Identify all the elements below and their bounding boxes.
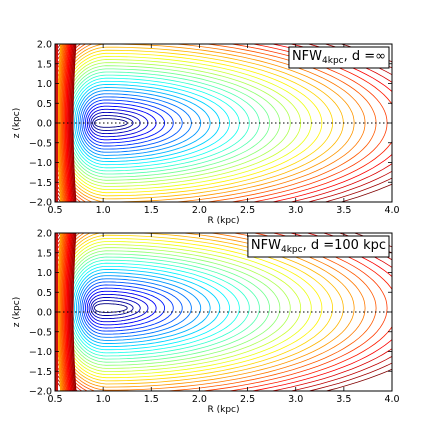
x-tick-label: 2.5	[240, 394, 255, 405]
contour-level	[60, 44, 65, 202]
contour-level	[55, 234, 334, 382]
y-tick-label: 0.0	[37, 119, 52, 130]
contour-level	[72, 233, 77, 391]
contour-level	[65, 68, 271, 178]
contour-level	[61, 233, 67, 391]
x-tick-label: 3.5	[336, 394, 351, 405]
legend: NFW4kpc, d =100 kpc	[247, 235, 390, 258]
contour-level	[75, 87, 211, 159]
contour-level	[56, 52, 323, 194]
contour-level	[81, 96, 183, 150]
y-tick-label: 0.0	[37, 308, 52, 319]
contour-level	[61, 247, 291, 369]
contour-level	[57, 241, 312, 376]
top-contour-panel: 0.5 1.0 1.5 2.0 2.5 3.0 3.5 4.0 2.0 1.5 1.0 0.5 0.0 −…	[12, 40, 400, 227]
contour-level	[64, 44, 69, 202]
x-axis-label: R (kpc)	[207, 216, 239, 226]
x-tick-label: 0.5	[47, 394, 62, 405]
x-tick-label: 2.0	[192, 394, 207, 405]
contour-level	[55, 49, 334, 197]
x-tick-label: 1.0	[96, 205, 111, 216]
contour-level	[60, 233, 65, 391]
legend: NFW4kpc, d =∞	[288, 46, 390, 69]
y-tick-label: −1.5	[29, 367, 52, 378]
y-tick-label: 1.0	[37, 268, 52, 279]
contour-level	[70, 262, 240, 354]
contour-level	[59, 59, 302, 187]
contour-level	[64, 233, 69, 391]
contour-level	[59, 244, 302, 372]
contour-level	[72, 80, 230, 166]
contour-level	[68, 44, 73, 202]
contour-level	[77, 90, 202, 156]
contour-level	[83, 99, 174, 147]
x-tick-label: 1.5	[144, 394, 159, 405]
x-tick-label: 2.5	[240, 205, 255, 216]
contour-level	[65, 44, 70, 202]
contour-level	[72, 265, 230, 351]
contour-level	[61, 44, 67, 202]
contour-level	[88, 293, 149, 323]
contour-level	[65, 233, 70, 391]
y-tick-label: 0.5	[37, 288, 52, 299]
y-axis-label: z (kpc)	[12, 297, 22, 327]
x-tick-label: 3.5	[336, 205, 351, 216]
x-tick-label: 1.5	[144, 205, 159, 216]
contour-level	[72, 44, 77, 202]
contour-level	[79, 278, 192, 338]
y-tick-label: −0.5	[29, 138, 52, 149]
y-tick-label: −1.0	[29, 158, 52, 169]
y-tick-label: 1.5	[37, 248, 52, 259]
x-tick-label: 3.0	[288, 394, 303, 405]
contour-level	[92, 115, 134, 131]
y-tick-label: 2.0	[37, 229, 52, 240]
contour-level	[68, 233, 73, 391]
contour-plot-area	[55, 44, 392, 202]
y-tick-label: 2.0	[37, 40, 52, 51]
y-tick-label: −1.0	[29, 347, 52, 358]
x-tick-label: 3.0	[288, 205, 303, 216]
y-tick-label: 1.5	[37, 59, 52, 70]
contour-level	[86, 290, 157, 326]
contour-level	[61, 62, 291, 184]
contour-level	[63, 250, 281, 366]
contour-level	[94, 303, 128, 313]
y-tick-label: −1.5	[29, 178, 52, 189]
x-tick-label: 0.5	[47, 205, 62, 216]
legend-box	[247, 235, 390, 258]
x-tick-label: 1.0	[96, 394, 111, 405]
y-tick-label: 0.5	[37, 99, 52, 110]
contour-level	[69, 44, 75, 202]
y-tick-label: −2.0	[29, 198, 52, 209]
y-axis-label: z (kpc)	[12, 108, 22, 138]
contour-level	[68, 259, 250, 357]
y-tick-label: −0.5	[29, 327, 52, 338]
x-tick-label: 4.0	[384, 205, 399, 216]
contour-level	[75, 272, 211, 344]
x-tick-label: 2.0	[192, 205, 207, 216]
contour-level	[81, 281, 183, 335]
contour-level	[66, 256, 260, 360]
contour-level	[74, 269, 221, 348]
contour-level	[56, 237, 323, 379]
x-tick-label: 4.0	[384, 394, 399, 405]
contour-level	[92, 300, 134, 316]
contour-level	[86, 105, 157, 141]
x-axis-label: R (kpc)	[207, 405, 239, 415]
y-tick-label: 1.0	[37, 79, 52, 90]
bottom-contour-panel: 0.5 1.0 1.5 2.0 2.5 3.0 3.5 4.0 2.0 1.5 1.0 0.5 0.0 −…	[12, 229, 400, 416]
contour-level	[90, 297, 141, 320]
legend-label: NFW4kpc, d =100 kpc	[251, 238, 386, 255]
contour-level	[84, 102, 166, 144]
legend-label: NFW4kpc, d =∞	[292, 49, 386, 66]
y-tick-label: −2.0	[29, 387, 52, 398]
contour-level	[69, 233, 75, 391]
contour-level	[65, 253, 271, 363]
legend-box	[288, 46, 390, 69]
contour-level	[84, 287, 166, 329]
contour-level	[83, 284, 174, 332]
contour-level	[68, 74, 250, 172]
contour-level	[77, 275, 202, 341]
